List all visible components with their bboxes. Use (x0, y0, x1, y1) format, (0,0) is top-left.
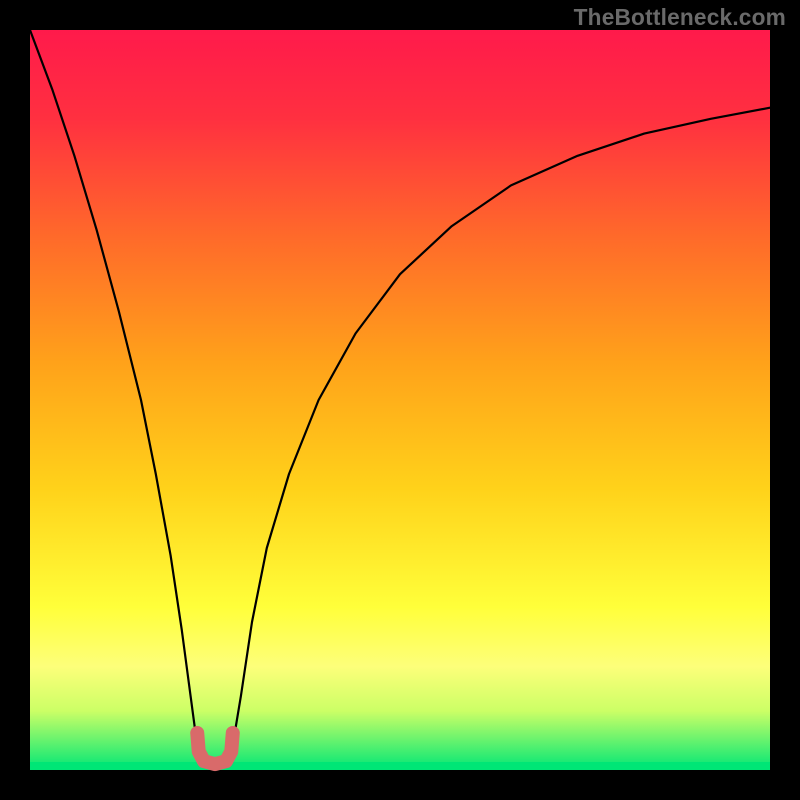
chart-svg (0, 0, 800, 800)
green-band (30, 762, 770, 770)
watermark-text: TheBottleneck.com (574, 4, 786, 31)
bottleneck-chart (0, 0, 800, 800)
